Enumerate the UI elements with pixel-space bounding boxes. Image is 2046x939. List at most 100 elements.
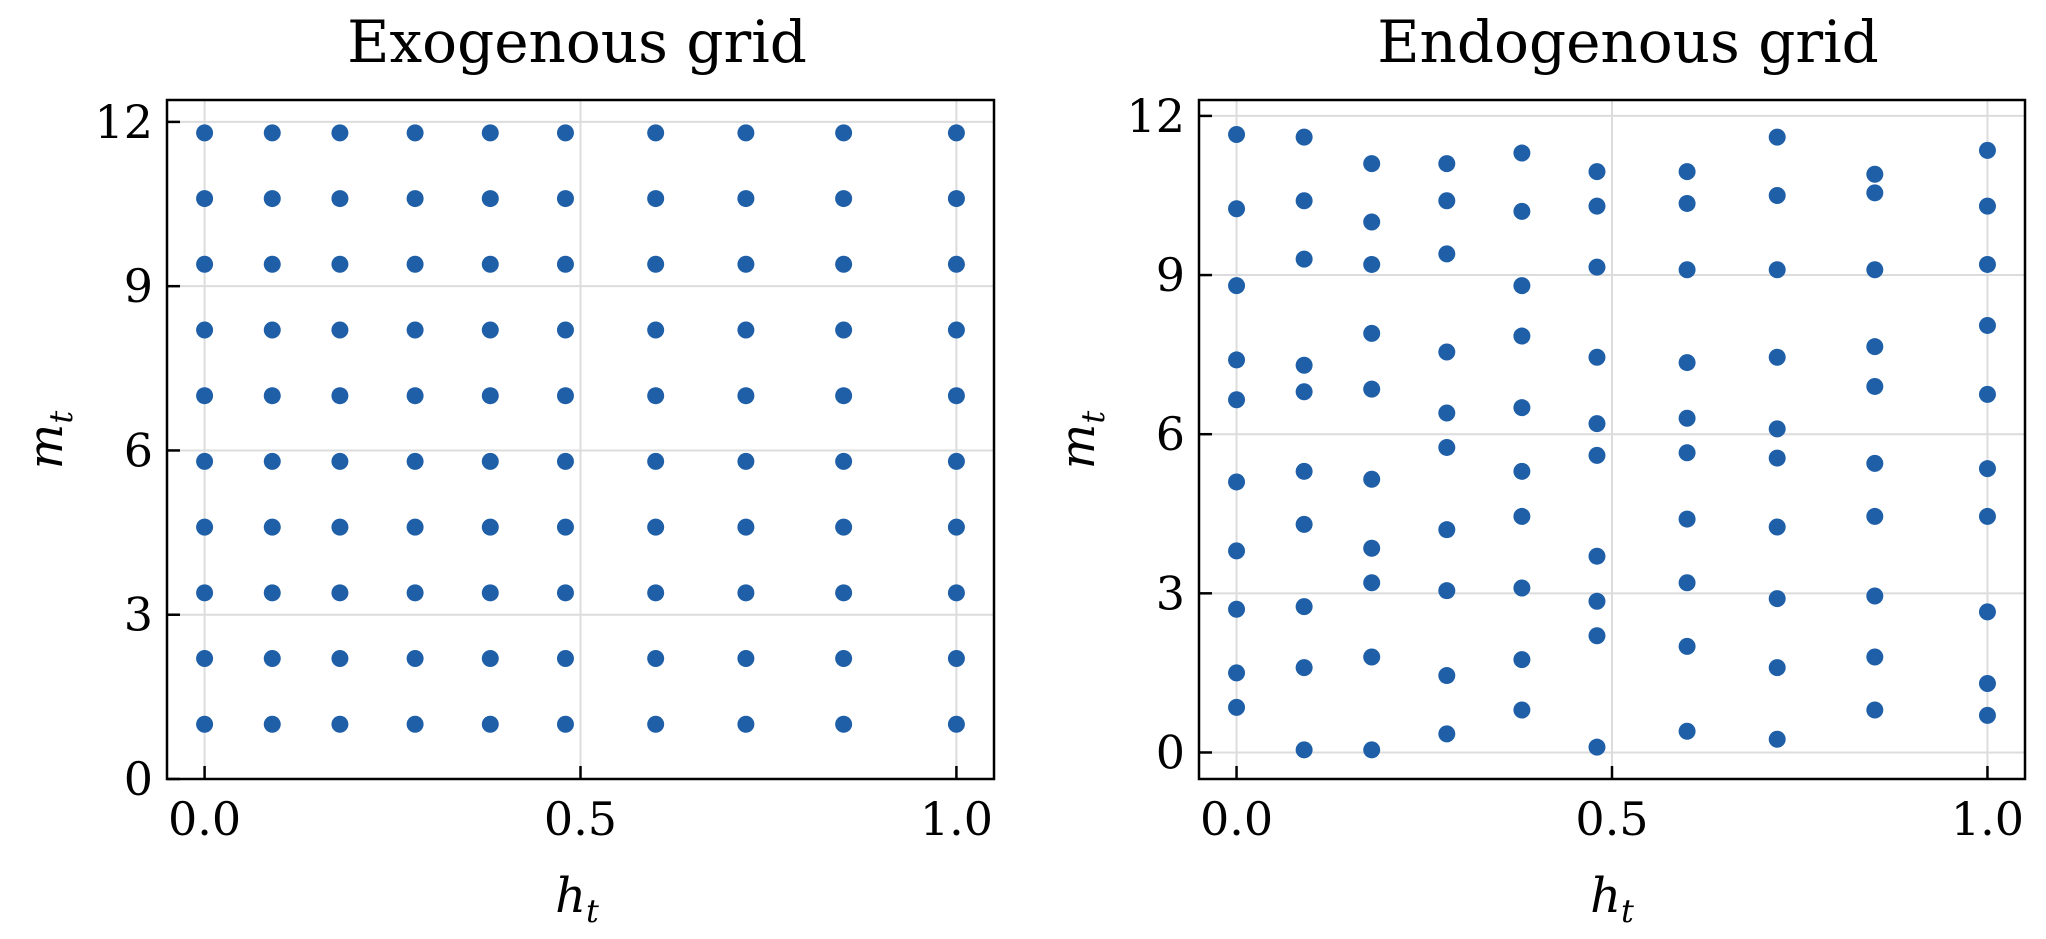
data-point <box>406 387 424 405</box>
data-point <box>556 715 574 733</box>
data-point <box>481 190 499 208</box>
data-point <box>481 584 499 602</box>
data-point <box>647 584 665 602</box>
data-point <box>1866 165 1884 183</box>
data-point <box>1866 184 1884 202</box>
data-point <box>1678 637 1696 655</box>
data-point <box>947 650 965 668</box>
x-axis-label: ht <box>555 868 599 930</box>
data-point <box>196 584 214 602</box>
data-point <box>1588 258 1606 276</box>
data-point <box>1363 380 1381 398</box>
data-point <box>406 190 424 208</box>
data-point <box>1513 327 1531 345</box>
data-point <box>556 387 574 405</box>
data-point <box>196 255 214 273</box>
data-point <box>1438 192 1456 210</box>
data-point <box>1363 213 1381 231</box>
data-point <box>1363 470 1381 488</box>
data-point <box>647 124 665 142</box>
data-point <box>1513 399 1531 417</box>
data-point <box>835 387 853 405</box>
data-point <box>1295 128 1313 146</box>
data-point <box>331 715 349 733</box>
data-point <box>556 518 574 536</box>
data-point <box>647 518 665 536</box>
data-point <box>647 715 665 733</box>
data-point <box>556 321 574 339</box>
endogenous-grid-panel: Endogenous grid 0.0 0.5 1.0 0 3 6 9 12 ht mt <box>1050 8 2027 930</box>
data-point <box>947 124 965 142</box>
data-point <box>196 321 214 339</box>
data-point <box>947 715 965 733</box>
x-axis-label: ht <box>1590 868 1634 930</box>
data-point <box>947 452 965 470</box>
data-point <box>1228 351 1246 369</box>
data-point <box>1678 510 1696 528</box>
data-point <box>1228 473 1246 491</box>
data-point <box>556 650 574 668</box>
data-point <box>1678 444 1696 462</box>
data-point <box>737 190 755 208</box>
data-point <box>737 387 755 405</box>
data-point <box>1228 664 1246 682</box>
data-point <box>1978 675 1996 693</box>
x-tick-label: 0.0 <box>1200 792 1273 846</box>
data-point <box>1768 186 1786 204</box>
data-point <box>263 387 281 405</box>
data-point <box>481 124 499 142</box>
data-point <box>556 452 574 470</box>
data-point <box>1978 385 1996 403</box>
grid-lines <box>167 100 994 780</box>
data-point <box>196 124 214 142</box>
data-point <box>1588 592 1606 610</box>
data-point <box>263 584 281 602</box>
data-point <box>835 452 853 470</box>
data-point <box>406 584 424 602</box>
data-point <box>331 452 349 470</box>
data-point <box>647 190 665 208</box>
data-point <box>737 518 755 536</box>
data-point <box>1438 725 1456 743</box>
data-point <box>1678 722 1696 740</box>
data-point <box>835 190 853 208</box>
data-point <box>1295 462 1313 480</box>
data-point <box>1295 515 1313 533</box>
data-point <box>1768 659 1786 677</box>
data-point <box>737 715 755 733</box>
data-point <box>1866 648 1884 666</box>
data-point <box>263 650 281 668</box>
y-tick-label: 6 <box>124 423 153 477</box>
data-point <box>737 452 755 470</box>
data-point <box>1438 343 1456 361</box>
data-point <box>647 452 665 470</box>
data-points <box>196 124 965 733</box>
data-point <box>1866 507 1884 525</box>
data-point <box>1768 590 1786 608</box>
y-axis-label: mt <box>1050 411 1112 470</box>
data-point <box>1866 701 1884 719</box>
data-point <box>196 190 214 208</box>
data-point <box>263 715 281 733</box>
data-point <box>1228 200 1246 218</box>
data-point <box>1513 462 1531 480</box>
data-point <box>1363 324 1381 342</box>
data-point <box>263 255 281 273</box>
data-point <box>1438 404 1456 422</box>
data-point <box>835 518 853 536</box>
data-point <box>1768 261 1786 279</box>
data-point <box>1513 507 1531 525</box>
y-tick-label: 0 <box>1156 725 1185 779</box>
data-point <box>1678 409 1696 427</box>
data-point <box>406 452 424 470</box>
y-tick-label: 12 <box>94 95 153 149</box>
data-point <box>1438 438 1456 456</box>
data-point <box>1513 651 1531 669</box>
data-point <box>1588 547 1606 565</box>
data-point <box>647 321 665 339</box>
data-point <box>196 518 214 536</box>
y-axis-label: mt <box>18 411 80 470</box>
data-point <box>1228 277 1246 295</box>
y-tick-label: 9 <box>1156 248 1185 302</box>
data-point <box>835 715 853 733</box>
